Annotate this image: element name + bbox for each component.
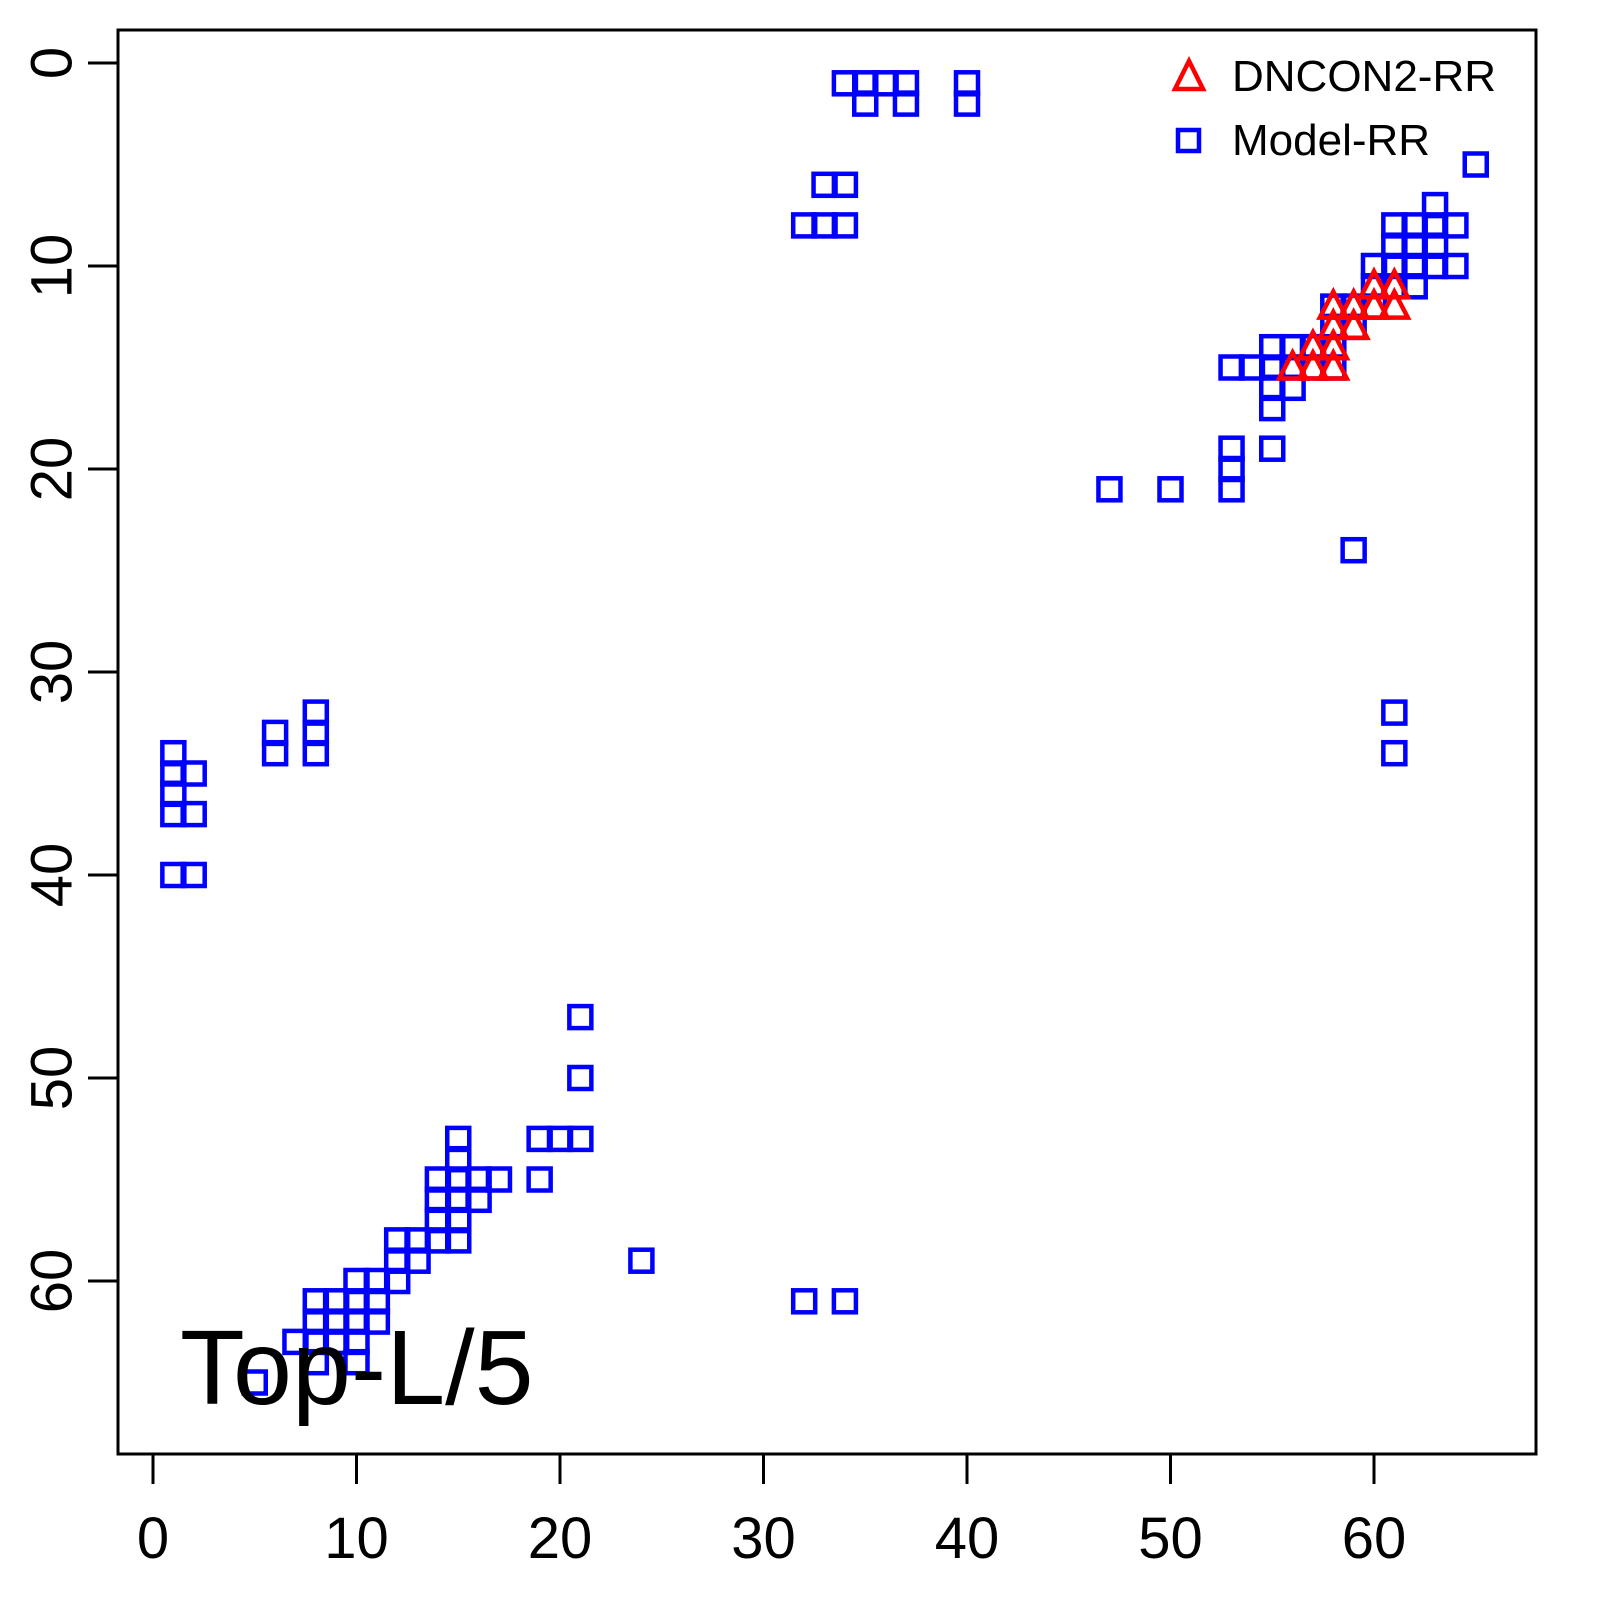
model-rr-square-point [302,739,330,767]
x-axis-tick-label: 0 [137,1506,169,1571]
x-axis-tick-label: 60 [1342,1506,1407,1571]
y-axis-tick-label: 60 [20,1249,85,1314]
model-rr-square-point [1442,252,1469,280]
model-rr-square-point [1218,476,1245,503]
dncon2-rr-triangle-point [1377,266,1412,300]
model-rr-square-point [628,1247,655,1274]
model-rr-square-point [404,1247,431,1274]
model-rr-square-point [302,1348,330,1376]
model-rr-square-point [180,800,207,828]
x-axis-tick-label: 50 [1138,1506,1203,1571]
x-axis-tick-label: 10 [324,1506,389,1571]
model-rr-square-point [180,861,207,889]
dncon2-rr-triangle-point [1316,286,1351,320]
dncon2-rr-triangle-point [1316,327,1351,361]
model-rr-square-point [261,739,289,767]
model-rr-square-point [180,760,207,787]
y-axis-tick-label: 10 [20,234,85,299]
model-rr-square-point [241,1369,268,1396]
model-rr-square-point [485,1166,513,1193]
triangle-open-icon [1171,55,1207,92]
model-rr-square-point [1381,739,1408,767]
dncon2-rr-triangle-point [1316,307,1351,341]
dncon2-rr-triangle-point [1356,286,1392,320]
model-rr-square-point [567,1125,594,1153]
legend-label-model-rr: Model-RR [1232,116,1431,165]
model-rr-square-point [445,1227,472,1254]
model-rr-square-point [383,1267,411,1295]
x-axis-tick-label: 30 [731,1506,796,1571]
model-rr-square-point [831,1288,859,1315]
x-axis-tick-label: 20 [528,1506,593,1571]
dncon2-rr-triangle-point [1295,347,1331,381]
square-open-icon [1175,127,1202,154]
model-rr-square-point [1157,476,1184,503]
model-rr-square-point [567,1003,594,1031]
model-rr-square-point [953,90,981,117]
y-axis-tick-label: 40 [20,843,85,908]
legend-label-dncon2-rr: DNCON2-RR [1232,52,1496,101]
dncon2-rr-triangle-point [1295,327,1331,361]
model-rr-square-point [1462,151,1489,178]
x-axis-tick-label: 40 [935,1506,1000,1571]
y-axis-tick-label: 0 [20,47,85,79]
y-axis-tick-label: 50 [20,1046,85,1111]
model-rr-square-point [343,1348,370,1376]
dncon2-rr-triangle-point [1316,347,1351,381]
legend-item-dncon2-rr: DNCON2-RR [1166,52,1496,102]
model-rr-square-point [363,1308,391,1335]
model-rr-square-point [831,212,859,239]
model-rr-square-point [567,1064,594,1092]
model-rr-square-point [1096,476,1123,503]
model-rr-square-point [1340,536,1367,564]
dncon2-rr-triangle-point [1356,266,1392,300]
model-rr-square-point [465,1186,492,1214]
model-rr-square-point [1442,212,1469,239]
model-rr-square-point [1259,435,1286,462]
plot-legend: DNCON2-RR Model-RR [1166,52,1496,166]
model-rr-square-point [892,90,920,117]
y-axis-tick-label: 20 [20,437,85,502]
dncon2-rr-triangle-point [1275,347,1310,381]
model-rr-square-point [852,90,879,117]
plot-frame [116,28,1538,1456]
dncon2-rr-triangle-point [1336,307,1371,341]
model-rr-square-point [790,1288,818,1315]
legend-item-model-rr: Model-RR [1166,116,1496,166]
y-axis-tick-label: 30 [20,640,85,705]
dncon2-rr-triangle-point [1377,286,1412,320]
model-rr-square-point [1259,394,1286,422]
model-rr-square-point [526,1166,553,1193]
dncon2-rr-triangle-point [1336,286,1371,320]
subset-title-top-l5: Top-L/5 [180,1309,534,1427]
model-rr-square-point [1381,699,1408,726]
model-rr-square-point [831,171,859,199]
